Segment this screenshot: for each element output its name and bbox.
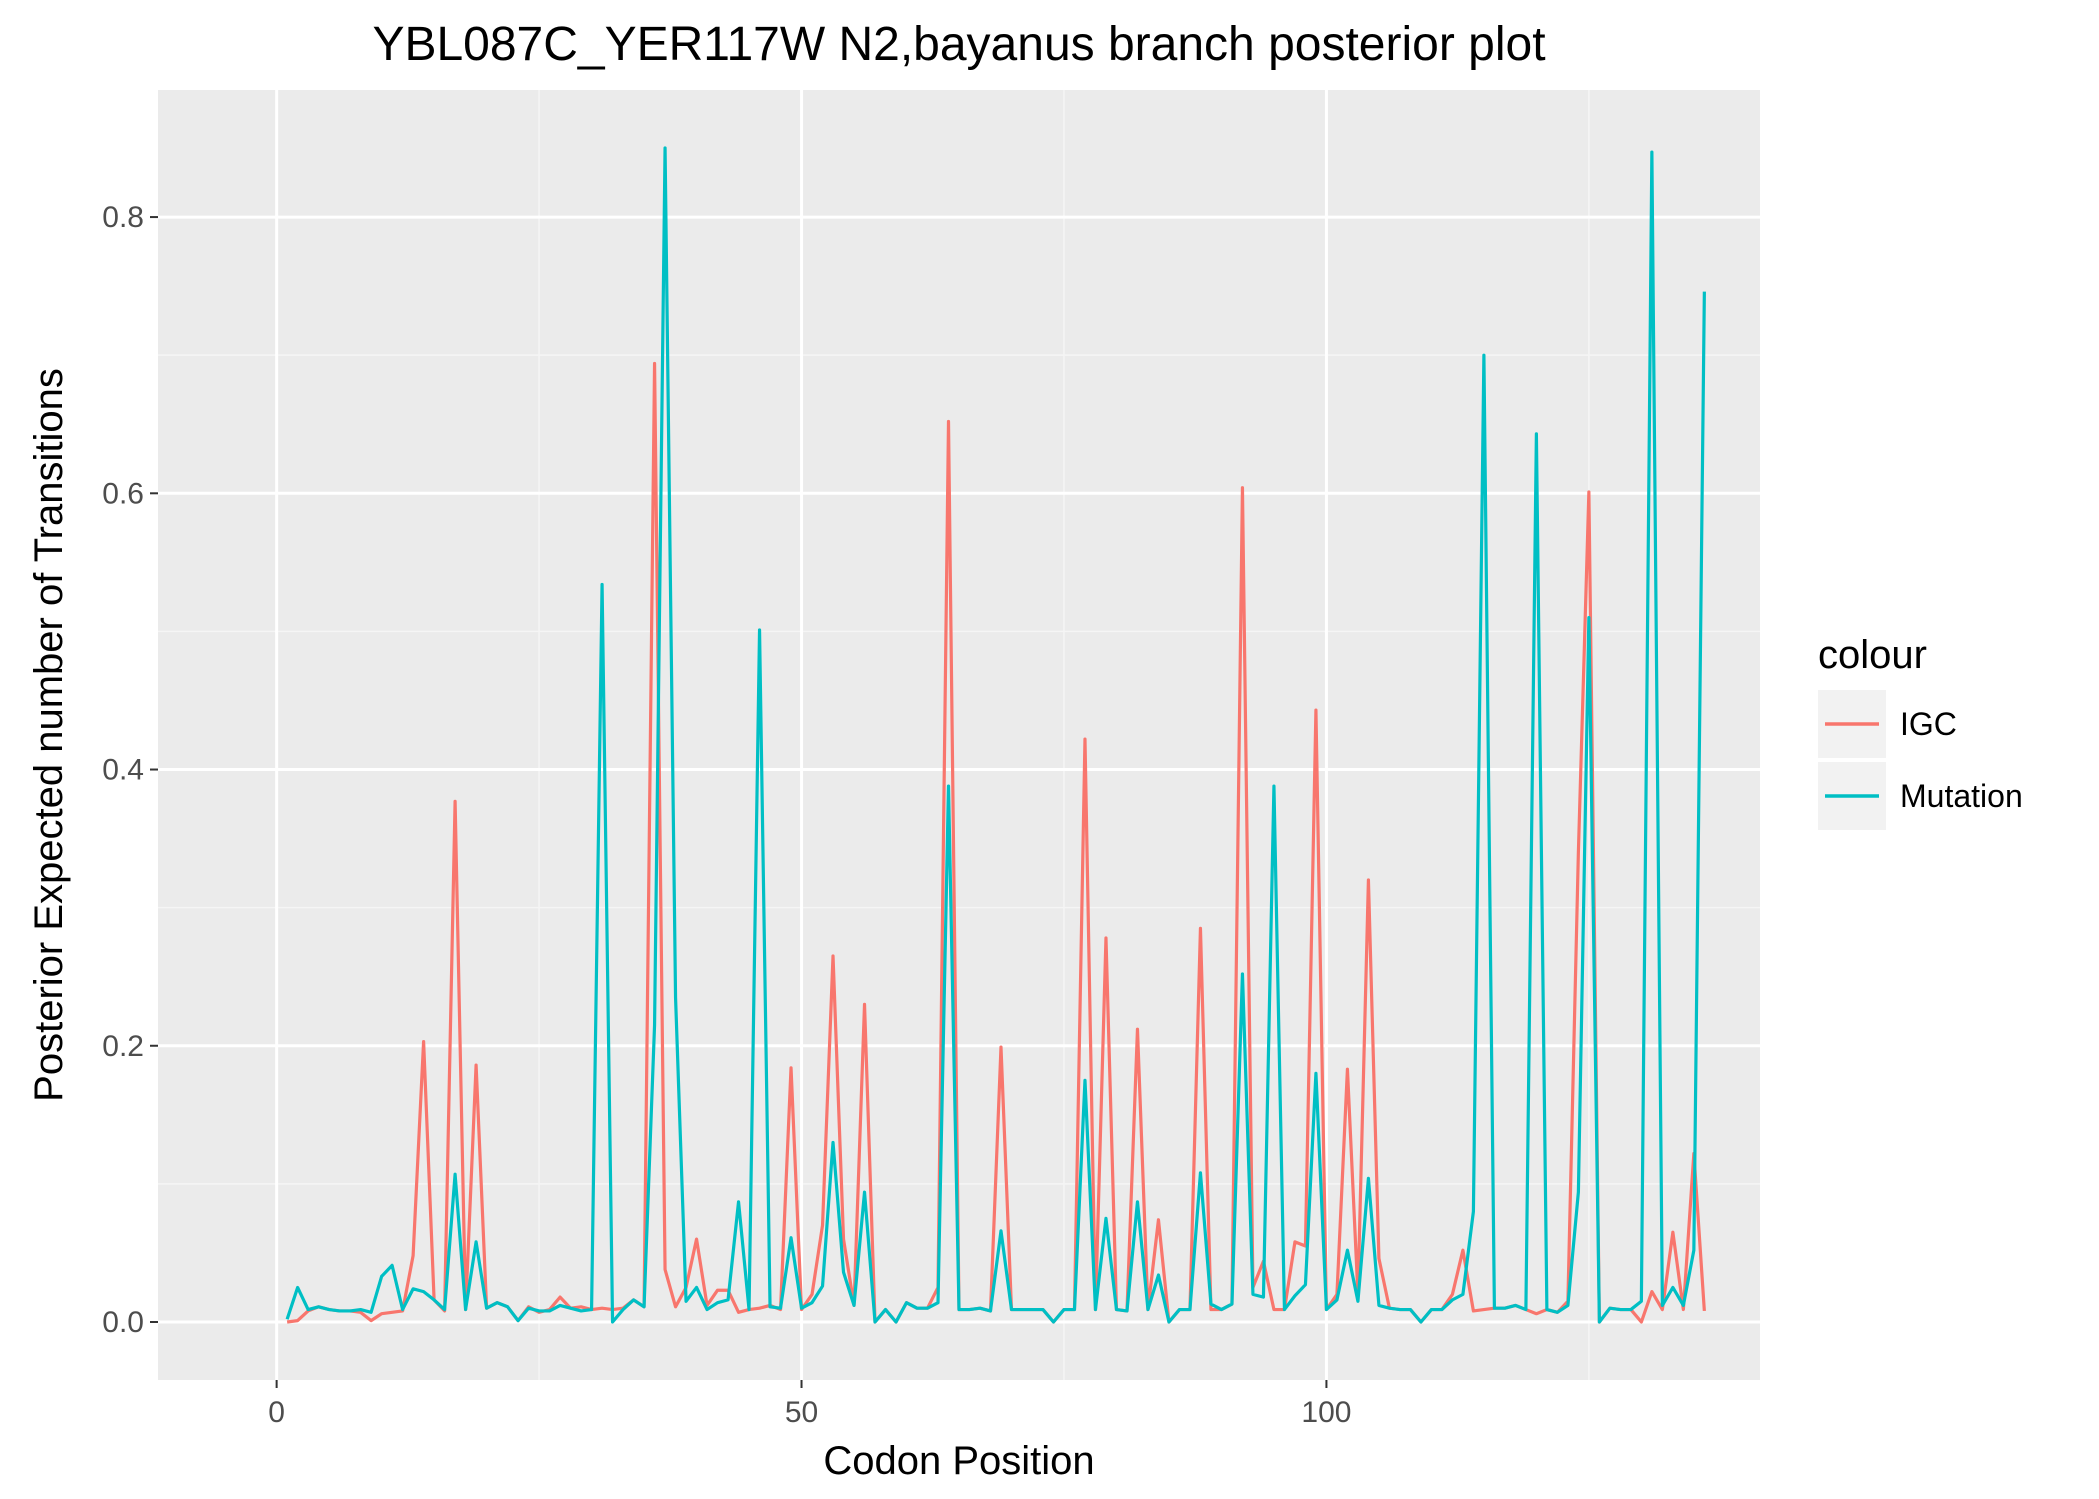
chart-title: YBL087C_YER117W N2,bayanus branch poster… — [372, 18, 1545, 71]
y-tick-label: 0.6 — [102, 477, 144, 510]
x-tick-label: 0 — [268, 1396, 285, 1429]
y-axis: 0.0 0.2 0.4 0.6 0.8 — [102, 201, 158, 1339]
legend-label: IGC — [1900, 706, 1957, 742]
x-axis: 0 50 100 — [268, 1380, 1351, 1429]
x-tick-label: 100 — [1301, 1396, 1351, 1429]
y-tick-label: 0.8 — [102, 201, 144, 234]
series-lines — [285, 146, 1706, 1324]
x-tick-label: 50 — [785, 1396, 818, 1429]
y-tick-label: 0.2 — [102, 1030, 144, 1063]
legend-title: colour — [1818, 633, 1927, 677]
grid-minor — [158, 90, 1760, 1380]
y-tick-label: 0.4 — [102, 754, 144, 787]
series-line-mutation — [285, 146, 1706, 1324]
y-tick-label: 0.0 — [102, 1306, 144, 1339]
x-axis-title: Codon Position — [823, 1439, 1094, 1483]
y-axis-title: Posterior Expected number of Transitions — [27, 368, 71, 1102]
legend: colour IGC Mutation — [1818, 633, 2023, 830]
legend-label: Mutation — [1900, 778, 2023, 814]
